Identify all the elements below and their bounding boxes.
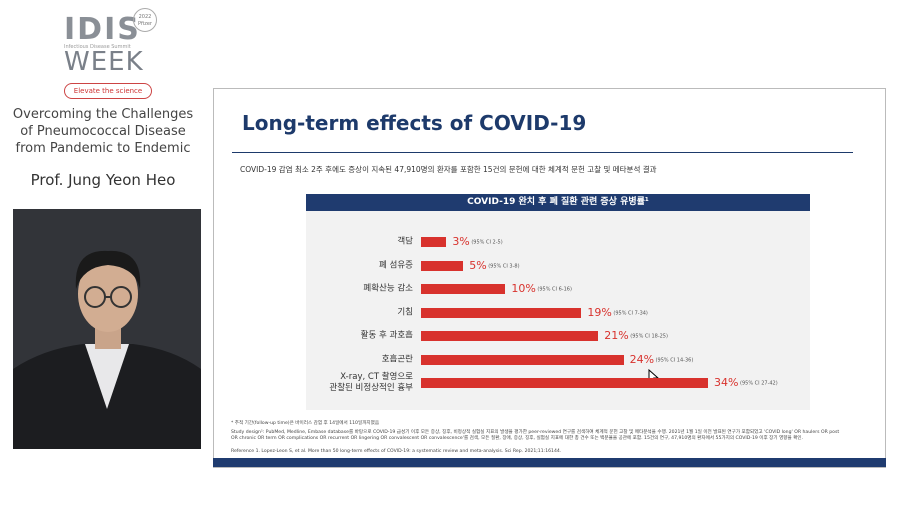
value-label: 19% xyxy=(587,305,612,319)
value-label: 5% xyxy=(469,258,487,272)
footnote: Study design¹: PubMed, Medline, Embase d… xyxy=(231,430,840,441)
category-label: 활동 후 과호흡 xyxy=(360,330,413,341)
ci-label: (95% CI 14-36) xyxy=(655,357,694,364)
ci-label: (95% CI 3-8) xyxy=(488,263,520,270)
bar xyxy=(421,260,464,271)
bar xyxy=(421,378,708,388)
value-label: 10% xyxy=(511,281,536,295)
logo-badge: 2022 Pfizer xyxy=(133,8,157,32)
bar xyxy=(421,307,582,318)
category-label: 객담 xyxy=(397,236,413,247)
ci-label: (95% CI 7-34) xyxy=(613,310,648,317)
value-label: 24% xyxy=(629,352,655,366)
logo-title: IDIS xyxy=(64,12,141,47)
bar xyxy=(421,331,599,341)
category-label: 폐 섬유증 xyxy=(379,260,413,270)
speaker-video xyxy=(13,209,201,449)
bar xyxy=(421,237,447,247)
footnote: Reference 1. Lopez-Leon S, et al. More t… xyxy=(231,449,562,454)
slide-footer-bar xyxy=(213,458,886,467)
ci-label: (95% CI 18-25) xyxy=(630,333,668,340)
slogan: Elevate the science xyxy=(64,83,152,99)
ci-label: (95% CI 6-16) xyxy=(537,286,572,293)
value-label: 21% xyxy=(604,328,629,342)
speaker-name: Prof. Jung Yeon Heo xyxy=(30,171,176,189)
talk-title: Overcoming the Challenges of Pneumococca… xyxy=(12,107,194,156)
value-label: 3% xyxy=(452,234,470,248)
logo-tagline: Infectious Disease Summit xyxy=(64,44,131,50)
logo-subtitle: WEEK xyxy=(64,47,144,77)
chart-title: COVID-19 완치 후 폐 질환 관련 증상 유병률¹ xyxy=(306,194,810,211)
slide-title: Long-term effects of COVID-19 xyxy=(242,111,587,135)
category-label: 호흡곤란 xyxy=(381,354,413,364)
category-label: 폐확산능 감소 xyxy=(363,283,413,294)
slide-subtitle: COVID-19 감염 최소 2주 후에도 증상이 지속된 47,910명의 환… xyxy=(240,165,657,174)
category-label: 기침 xyxy=(397,307,413,317)
ci-label: (95% CI 27-42) xyxy=(740,380,778,387)
value-label: 34% xyxy=(714,375,739,389)
footnote: * 추적 기간(follow-up time)은 바이러스 감염 후 14일에서… xyxy=(231,421,380,426)
ci-label: (95% CI 2-5) xyxy=(471,239,503,246)
category-label: X-ray, CT 촬영으로 관찰된 비정상적인 흉부 xyxy=(329,372,413,393)
bar xyxy=(421,354,624,365)
title-rule xyxy=(232,152,853,153)
bar xyxy=(421,284,506,294)
